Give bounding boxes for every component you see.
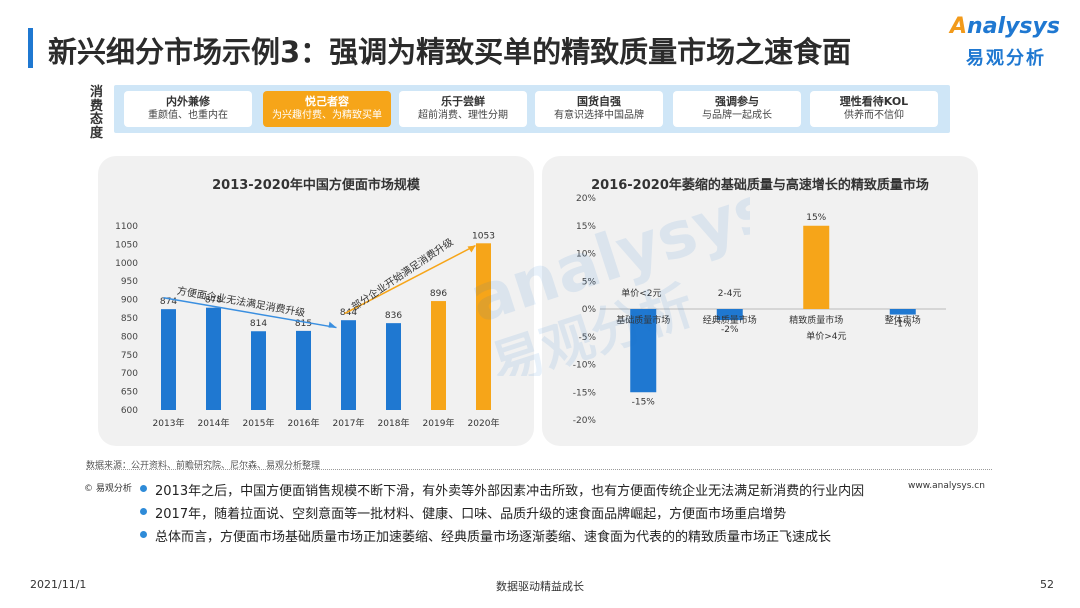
y-tick-label: 750	[121, 351, 138, 361]
x-tick-label: 2014年	[198, 417, 230, 429]
x-tick-label: 整体市场	[885, 314, 921, 326]
bar	[341, 320, 356, 410]
page-number: 52	[1040, 578, 1054, 591]
footer-date: 2021/11/1	[30, 578, 87, 591]
analysys-logo: Analysys 易观分析	[946, 14, 1064, 74]
x-tick-label: 2020年	[468, 417, 500, 429]
bar	[296, 330, 311, 410]
market-size-chart: 600 650 700 750 800 850 900 950 1000 1050 1100 874 2…	[115, 222, 500, 429]
quality-growth-chart: -20% -15% -10% -5% 0% 5% 10% 15% 20% -15% 基础质量市场 -2…	[573, 194, 946, 426]
bar	[476, 243, 491, 410]
data-label: 15%	[806, 213, 826, 223]
bullet-icon	[140, 531, 147, 538]
price-label: 单价>4元	[806, 330, 846, 342]
attitude-card: 国货自强 有意识选择中国品牌	[535, 91, 663, 127]
trend-arrow-up	[344, 244, 476, 315]
data-label: 815	[295, 319, 312, 329]
x-tick-label: 2017年	[333, 417, 365, 429]
y-tick-label: 600	[121, 406, 138, 416]
bar	[386, 323, 401, 410]
title-accent-bar	[28, 28, 33, 68]
dotted-divider	[86, 469, 992, 470]
y-tick-label: 0%	[582, 305, 597, 315]
y-tick-label: 1100	[115, 222, 138, 232]
attitude-label: 消费态度	[90, 85, 104, 141]
attitude-card: 强调参与 与品牌一起成长	[673, 91, 801, 127]
logo-chinese-name: 易观分析	[966, 48, 1046, 69]
y-tick-label: -5%	[578, 333, 596, 343]
y-tick-label: 800	[121, 332, 138, 342]
market-size-chart-panel: 2013-2020年中国方便面市场规模 600 650 700 750 800 850 90…	[98, 156, 534, 446]
y-tick-label: 1050	[115, 240, 138, 250]
list-item: 总体而言，方便面市场基础质量市场正加速萎缩、经典质量市场逐渐萎缩、速食面为代表的…	[140, 526, 864, 549]
bar	[206, 307, 221, 410]
bar	[716, 309, 743, 321]
trend-arrow-down	[163, 297, 337, 329]
data-label: 844	[340, 308, 357, 318]
logo-wordmark: Analysys	[950, 14, 1060, 39]
data-label: -15%	[632, 397, 656, 407]
chart-title: 2016-2020年萎缩的基础质量与高速增长的精致质量市场	[591, 178, 929, 193]
footer-slogan: 数据驱动精益成长	[496, 580, 584, 593]
y-tick-label: 15%	[576, 222, 596, 232]
data-label: 896	[430, 289, 447, 299]
annotation-label: 方便面企业无法满足消费升级	[176, 284, 306, 319]
data-label: 878	[205, 296, 222, 306]
x-tick-label: 2013年	[153, 417, 185, 429]
y-tick-label: -20%	[573, 416, 597, 426]
arrow-head	[328, 321, 337, 328]
attitude-card: 理性看待KOL 供养而不信仰	[810, 91, 938, 127]
x-tick-label: 2018年	[378, 417, 410, 429]
y-tick-label: 20%	[576, 194, 596, 204]
bar	[161, 309, 176, 410]
bar	[889, 309, 916, 315]
bar	[431, 301, 446, 410]
y-tick-label: 1000	[115, 259, 138, 269]
page-title: 新兴细分市场示例3：强调为精致买单的精致质量市场之速食面	[48, 35, 852, 69]
copyright: © 易观分析	[84, 484, 132, 494]
data-label: 814	[250, 319, 267, 329]
quality-growth-chart-panel: 2016-2020年萎缩的基础质量与高速增长的精致质量市场 -20% -15% -1…	[542, 156, 978, 446]
list-item: 2017年，随着拉面说、空刻意面等一批材料、健康、口味、品质升级的速食面品牌崛起…	[140, 503, 864, 526]
data-label: 874	[160, 297, 177, 307]
x-tick-label: 基础质量市场	[616, 314, 670, 326]
attitude-card: 乐于尝鲜 超前消费、理性分期	[399, 91, 527, 127]
x-tick-label: 2016年	[288, 417, 320, 429]
data-label: 1053	[472, 231, 495, 241]
insight-list: 2013年之后，中国方便面销售规模不断下滑，有外卖等外部因素冲击所致，也有方便面…	[140, 480, 864, 549]
arrow-head	[467, 245, 476, 253]
y-tick-label: 950	[121, 277, 138, 287]
y-tick-label: 850	[121, 314, 138, 324]
y-tick-label: 650	[121, 388, 138, 398]
data-label: -1%	[894, 320, 912, 330]
attitude-card-highlighted: 悦己者容 为兴趣付费、为精致买单	[263, 91, 391, 127]
website-url: www.analysys.cn	[908, 481, 985, 491]
x-tick-label: 2015年	[243, 417, 275, 429]
list-item: 2013年之后，中国方便面销售规模不断下滑，有外卖等外部因素冲击所致，也有方便面…	[140, 480, 864, 503]
y-tick-label: 5%	[582, 277, 597, 287]
bar	[630, 309, 657, 393]
x-tick-label: 2019年	[423, 417, 455, 429]
y-tick-label: 900	[121, 296, 138, 306]
chart-title: 2013-2020年中国方便面市场规模	[212, 178, 420, 193]
bullet-icon	[140, 508, 147, 515]
y-tick-label: 10%	[576, 250, 596, 260]
bar	[251, 331, 266, 410]
x-tick-label: 经典质量市场	[703, 314, 757, 326]
y-tick-label: -10%	[573, 361, 597, 371]
data-label: 836	[385, 311, 402, 321]
data-label: -2%	[721, 325, 739, 335]
bullet-icon	[140, 485, 147, 492]
x-tick-label: 精致质量市场	[789, 314, 843, 326]
data-source: 数据来源：公开资料、前瞻研究院、尼尔森、易观分析整理	[86, 461, 321, 471]
bar	[803, 225, 830, 309]
y-tick-label: -15%	[573, 388, 597, 398]
y-tick-label: 700	[121, 369, 138, 379]
attitude-card: 内外兼修 重颜值、也重内在	[124, 91, 252, 127]
price-label: 2-4元	[718, 289, 742, 299]
price-label: 单价<2元	[621, 287, 661, 299]
